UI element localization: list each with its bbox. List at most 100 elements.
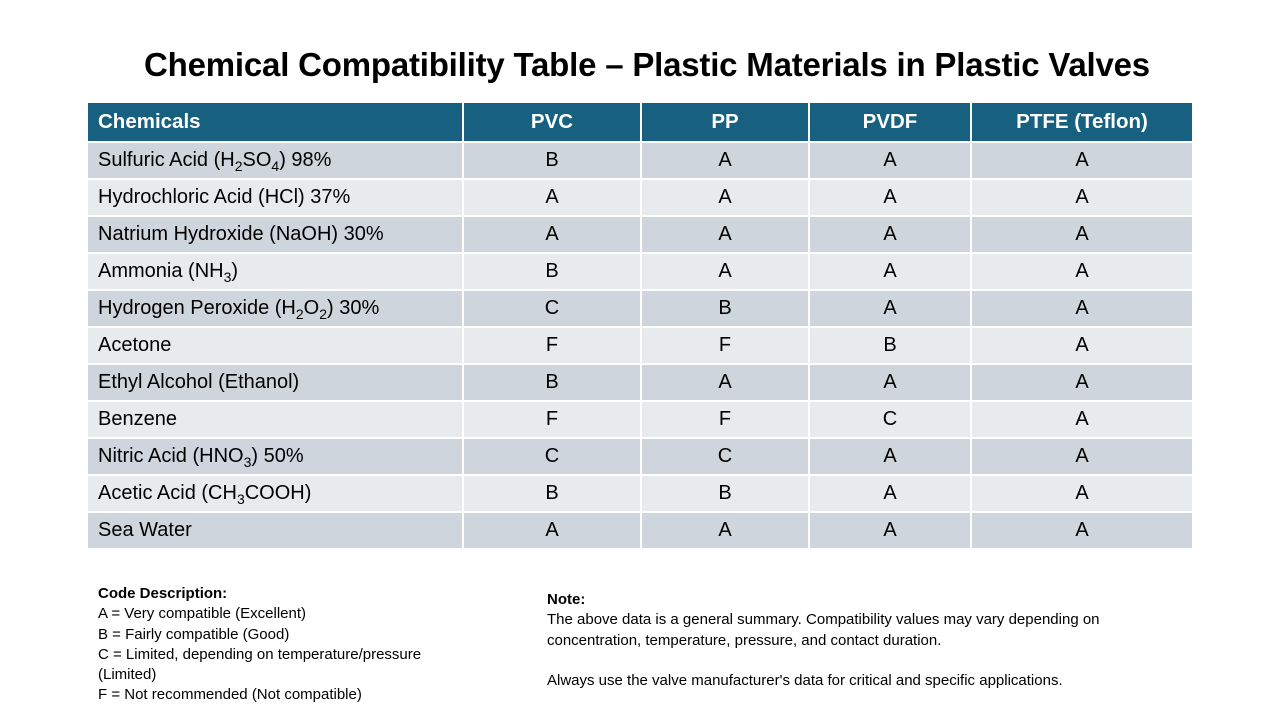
ptfe-rating-cell: A (971, 253, 1192, 291)
ptfe-rating-cell: A (971, 327, 1192, 365)
table-row: Acetic Acid (CH3COOH) B B A A (88, 475, 1192, 513)
chemical-text: Benzene (98, 408, 177, 430)
ptfe-rating-cell: A (971, 142, 1192, 180)
table-row: Nitric Acid (HNO3) 50% C C A A (88, 438, 1192, 476)
chemical-text: SO (242, 149, 272, 171)
code-description: Code Description: A = Very compatible (E… (98, 584, 478, 706)
ptfe-rating-cell: A (971, 290, 1192, 328)
chemical-name-cell: Sea Water (88, 512, 464, 550)
ptfe-rating-cell: A (971, 512, 1192, 550)
table-body: Sulfuric Acid (H2SO4) 98% B A A A Hydrochlori… (88, 142, 1192, 550)
pvc-rating-cell: B (463, 142, 642, 180)
ptfe-rating-cell: A (971, 401, 1192, 439)
chemical-subscript: 2 (234, 158, 243, 174)
chemical-text: Hydrogen Peroxide (H (98, 297, 296, 319)
pvc-rating-cell: B (463, 475, 642, 513)
chemical-name-cell: Hydrochloric Acid (HCl) 37% (88, 179, 464, 217)
pp-rating-cell: A (641, 179, 810, 217)
table-row: Natrium Hydroxide (NaOH) 30% A A A A (88, 216, 1192, 254)
pp-rating-cell: A (641, 364, 810, 402)
table-header-row: Chemicals PVC PP PVDF PTFE (Teflon) (88, 103, 1192, 143)
chemical-subscript: 2 (319, 306, 328, 322)
column-header-pp: PP (641, 103, 810, 143)
chemical-name-cell: Acetic Acid (CH3COOH) (88, 475, 464, 513)
chemical-name-cell: Nitric Acid (HNO3) 50% (88, 438, 464, 476)
note-paragraph-manufacturer: Always use the valve manufacturer's data… (547, 671, 1063, 689)
table-row: Hydrogen Peroxide (H2O2) 30% C B A A (88, 290, 1192, 328)
chemical-subscript: 3 (243, 454, 252, 470)
pvc-rating-cell: A (463, 216, 642, 254)
column-header-pvdf: PVDF (809, 103, 972, 143)
chemical-subscript: 2 (295, 306, 304, 322)
pp-rating-cell: B (641, 475, 810, 513)
note-paragraph-summary: The above data is a general summary. Com… (547, 611, 1100, 649)
pvdf-rating-cell: C (809, 401, 972, 439)
chemical-text: Sea Water (98, 519, 192, 541)
code-description-heading: Code Description: (98, 585, 228, 602)
ptfe-rating-cell: A (971, 216, 1192, 254)
code-item-a: A = Very compatible (Excellent) (98, 605, 307, 623)
pvc-rating-cell: C (463, 290, 642, 328)
pvdf-rating-cell: A (809, 475, 972, 513)
pp-rating-cell: A (641, 253, 810, 291)
pp-rating-cell: A (641, 216, 810, 254)
table-row: Hydrochloric Acid (HCl) 37% A A A A (88, 179, 1192, 217)
pvdf-rating-cell: B (809, 327, 972, 365)
pvc-rating-cell: F (463, 401, 642, 439)
chemical-subscript: 4 (271, 158, 280, 174)
ptfe-rating-cell: A (971, 438, 1192, 476)
chemical-name-cell: Sulfuric Acid (H2SO4) 98% (88, 142, 464, 180)
chemical-text: Hydrochloric Acid (HCl) 37% (98, 186, 351, 208)
table-row: Sulfuric Acid (H2SO4) 98% B A A A (88, 142, 1192, 180)
pp-rating-cell: F (641, 327, 810, 365)
pvc-rating-cell: A (463, 512, 642, 550)
chemical-text: Ethyl Alcohol (Ethanol) (98, 371, 300, 393)
chemical-name-cell: Hydrogen Peroxide (H2O2) 30% (88, 290, 464, 328)
pp-rating-cell: C (641, 438, 810, 476)
code-item-f: F = Not recommended (Not compatible) (98, 686, 362, 704)
pvc-rating-cell: B (463, 364, 642, 402)
pvdf-rating-cell: A (809, 142, 972, 180)
pvdf-rating-cell: A (809, 216, 972, 254)
pvdf-rating-cell: A (809, 290, 972, 328)
pp-rating-cell: F (641, 401, 810, 439)
ptfe-rating-cell: A (971, 475, 1192, 513)
chemical-text: Ammonia (NH (98, 260, 224, 282)
chemical-text: ) 50% (251, 445, 304, 467)
compatibility-table: Chemicals PVC PP PVDF PTFE (Teflon) Sulf… (88, 103, 1192, 550)
chemical-text: Sulfuric Acid (H (98, 149, 235, 171)
ptfe-rating-cell: A (971, 179, 1192, 217)
pp-rating-cell: B (641, 290, 810, 328)
pp-rating-cell: A (641, 512, 810, 550)
ptfe-rating-cell: A (971, 364, 1192, 402)
pvc-rating-cell: F (463, 327, 642, 365)
column-header-pvc: PVC (463, 103, 642, 143)
chemical-name-cell: Benzene (88, 401, 464, 439)
pvdf-rating-cell: A (809, 512, 972, 550)
pvdf-rating-cell: A (809, 438, 972, 476)
table-row: Ammonia (NH3) B A A A (88, 253, 1192, 291)
chemical-name-cell: Ammonia (NH3) (88, 253, 464, 291)
table-row: Benzene F F C A (88, 401, 1192, 439)
chemical-text: Acetic Acid (CH (98, 482, 237, 504)
code-item-b: B = Fairly compatible (Good) (98, 625, 290, 643)
pvc-rating-cell: B (463, 253, 642, 291)
chemical-name-cell: Acetone (88, 327, 464, 365)
pvdf-rating-cell: A (809, 253, 972, 291)
pvdf-rating-cell: A (809, 179, 972, 217)
table-row: Acetone F F B A (88, 327, 1192, 365)
page-title: Chemical Compatibility Table – Plastic M… (144, 46, 1150, 83)
note-section: Note: The above data is a general summar… (547, 590, 1187, 691)
chemical-text: ) 30% (327, 297, 380, 319)
chemical-text: ) (231, 260, 239, 282)
chemical-subscript: 3 (236, 491, 245, 507)
chemical-text: Natrium Hydroxide (NaOH) 30% (98, 223, 384, 245)
code-item-c: C = Limited, depending on temperature/pr… (98, 645, 422, 684)
note-heading: Note: (547, 591, 586, 608)
chemical-text: Acetone (98, 334, 172, 356)
chemical-name-cell: Ethyl Alcohol (Ethanol) (88, 364, 464, 402)
pvdf-rating-cell: A (809, 364, 972, 402)
column-header-ptfe: PTFE (Teflon) (971, 103, 1192, 143)
table-row: Sea Water A A A A (88, 512, 1192, 550)
chemical-text: ) 98% (279, 149, 332, 171)
